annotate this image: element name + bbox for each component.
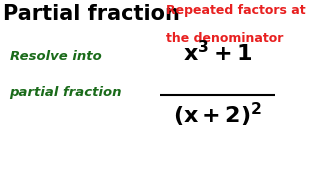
Text: Partial fraction: Partial fraction — [3, 4, 180, 24]
Text: Resolve into: Resolve into — [10, 50, 101, 63]
Text: Repeated factors at: Repeated factors at — [166, 4, 306, 17]
Text: partial fraction: partial fraction — [10, 86, 122, 99]
Text: $\mathbf{(x + 2)^2}$: $\mathbf{(x + 2)^2}$ — [173, 101, 262, 129]
Text: $\mathbf{x^3 + 1}$: $\mathbf{x^3 + 1}$ — [183, 40, 252, 65]
Text: the denominator: the denominator — [166, 32, 284, 45]
